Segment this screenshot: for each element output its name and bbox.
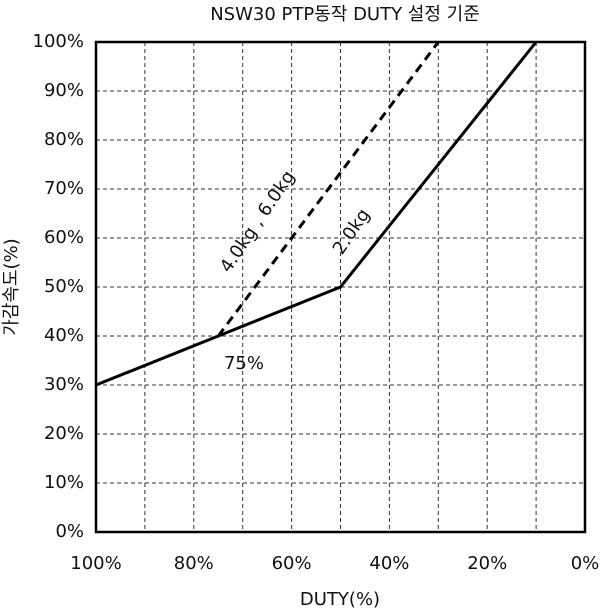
y-tick-label: 80%: [44, 129, 84, 150]
x-axis-label: DUTY(%): [300, 589, 380, 610]
x-tick-label: 0%: [571, 553, 600, 574]
x-tick-label: 40%: [369, 553, 409, 574]
y-tick-label: 90%: [44, 80, 84, 101]
y-tick-label: 0%: [55, 521, 84, 542]
y-tick-label: 40%: [44, 325, 84, 346]
y-tick-label: 50%: [44, 276, 84, 297]
line: [95, 41, 538, 387]
series-label: 2.0kg: [329, 205, 375, 259]
y-tick-label: 30%: [44, 374, 84, 395]
y-tick-label: 10%: [44, 472, 84, 493]
y-tick-label: 60%: [44, 227, 84, 248]
line: [217, 41, 440, 337]
y-tick-label: 70%: [44, 178, 84, 199]
x-tick-label: 80%: [174, 553, 214, 574]
x-tick-label: 60%: [272, 553, 312, 574]
y-tick-label: 100%: [33, 31, 84, 52]
series-label: 4.0kg , 6.0kg: [216, 167, 299, 277]
plot-frame: [94, 40, 587, 534]
chart-title: NSW30 PTP동작 DUTY 설정 기준: [210, 4, 480, 25]
annotation: 75%: [224, 353, 264, 374]
x-tick-label: 20%: [467, 553, 507, 574]
x-tick-label: 100%: [70, 553, 121, 574]
y-axis-label: 가감속도(%): [1, 238, 22, 335]
y-tick-label: 20%: [44, 423, 84, 444]
